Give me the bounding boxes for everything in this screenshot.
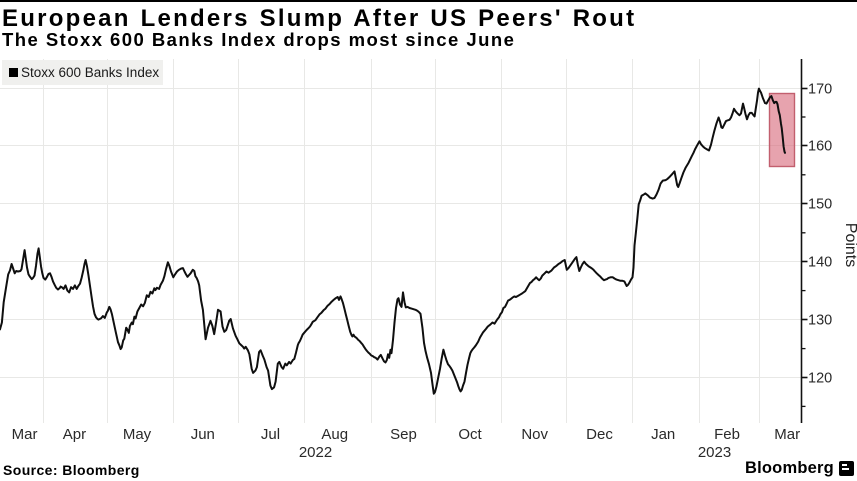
svg-text:Points: Points xyxy=(842,223,857,267)
svg-text:2023: 2023 xyxy=(698,444,731,461)
svg-text:150: 150 xyxy=(808,197,832,213)
svg-text:Aug: Aug xyxy=(321,426,348,443)
svg-text:Oct: Oct xyxy=(458,426,482,443)
svg-text:160: 160 xyxy=(808,139,832,155)
svg-text:Jan: Jan xyxy=(651,426,675,443)
svg-text:Mar: Mar xyxy=(774,426,800,443)
svg-text:Jul: Jul xyxy=(261,426,280,443)
svg-text:Mar: Mar xyxy=(12,426,38,443)
svg-text:Nov: Nov xyxy=(521,426,548,443)
svg-text:140: 140 xyxy=(808,255,832,271)
svg-text:Dec: Dec xyxy=(586,426,613,443)
svg-text:120: 120 xyxy=(808,371,832,387)
svg-text:130: 130 xyxy=(808,313,832,329)
svg-text:Feb: Feb xyxy=(714,426,740,443)
svg-text:Sep: Sep xyxy=(390,426,417,443)
svg-text:170: 170 xyxy=(808,82,832,98)
svg-text:May: May xyxy=(123,426,152,443)
svg-text:2022: 2022 xyxy=(299,444,332,461)
svg-text:Apr: Apr xyxy=(63,426,86,443)
svg-text:Jun: Jun xyxy=(191,426,215,443)
